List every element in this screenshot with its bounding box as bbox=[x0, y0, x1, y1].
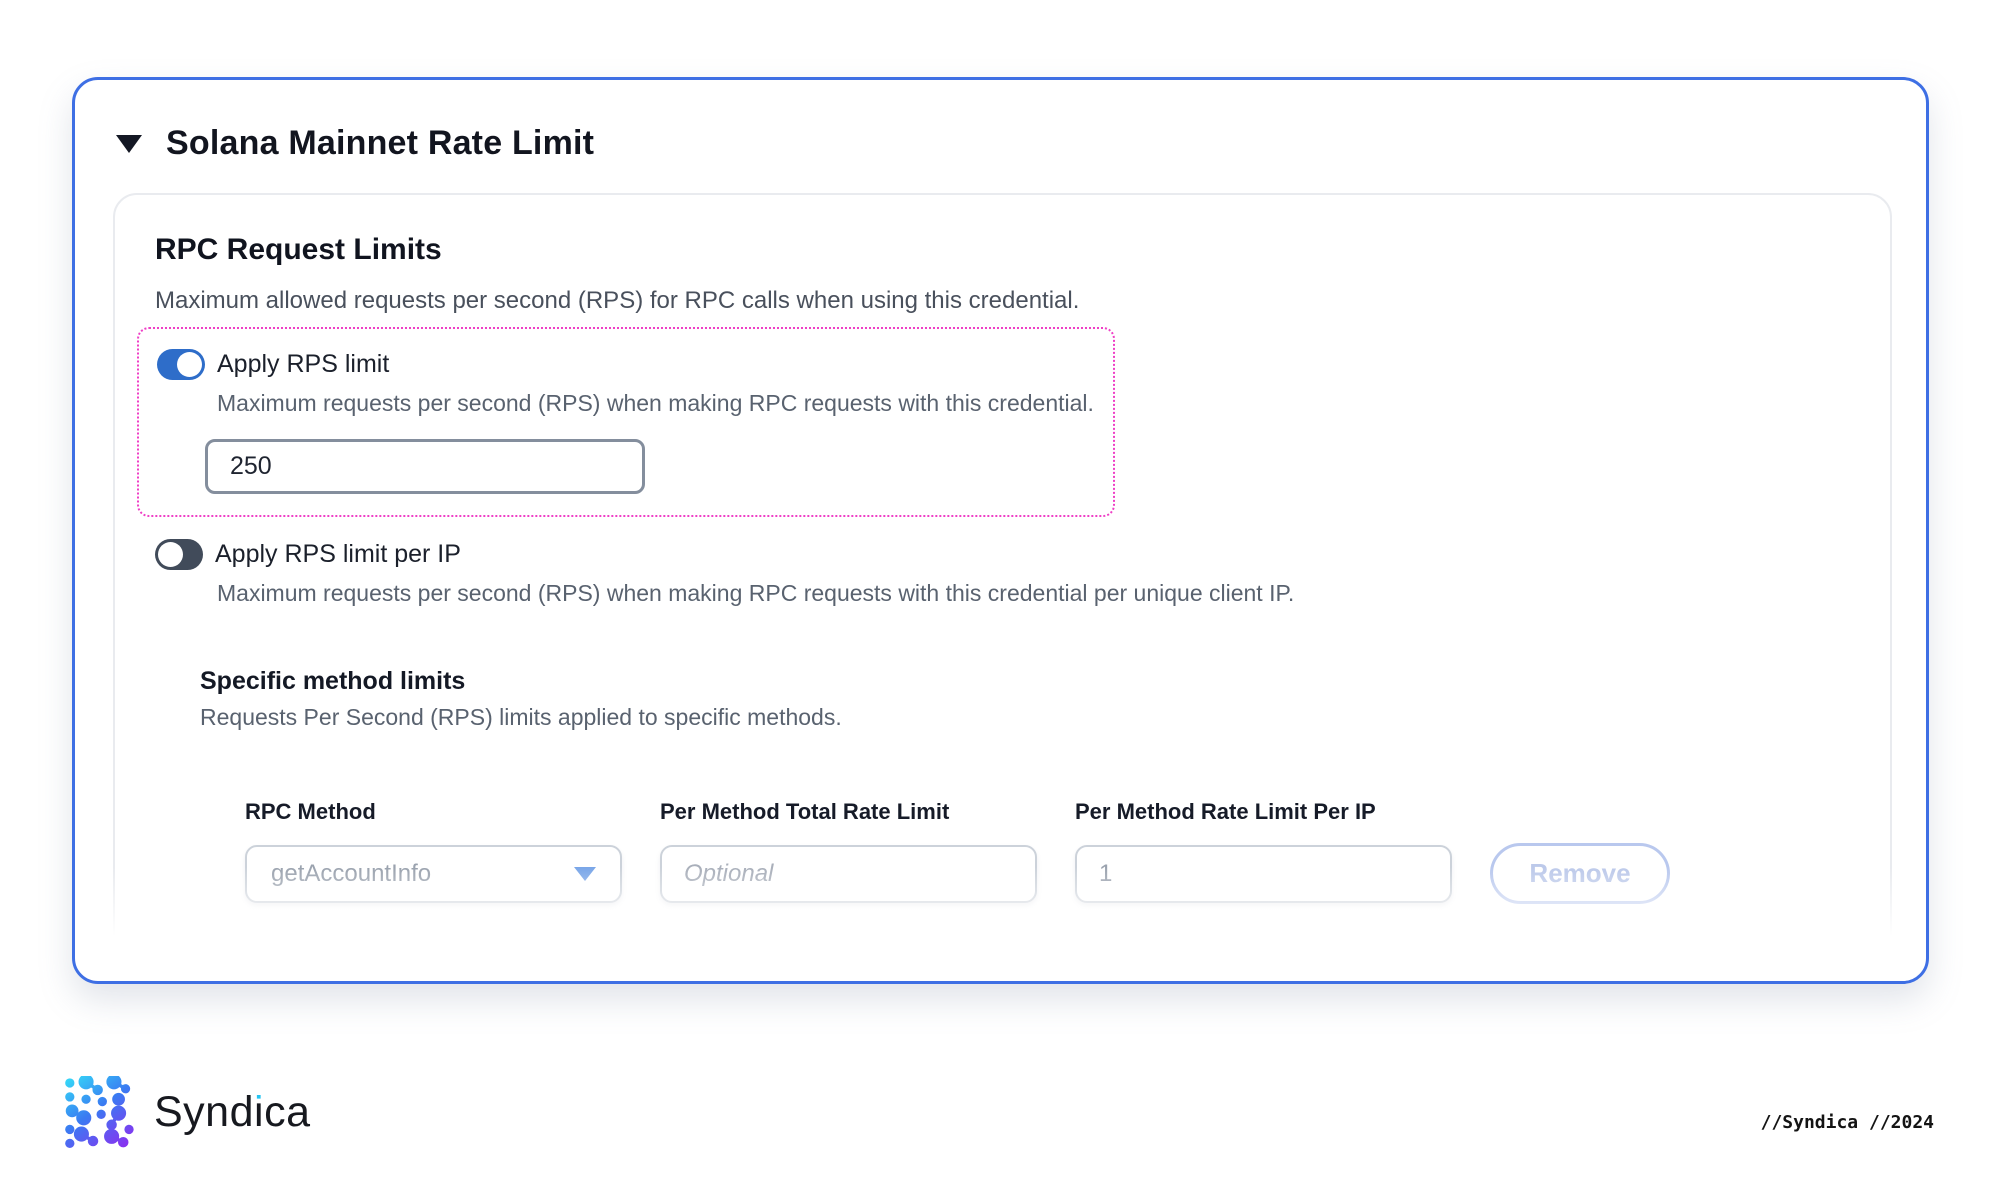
apply-rps-limit-row: Apply RPS limit bbox=[157, 349, 1113, 380]
card-header[interactable]: Solana Mainnet Rate Limit bbox=[75, 80, 1926, 163]
copyright-text: //Syndica //2024 bbox=[1760, 1112, 1934, 1133]
rpc-request-limits-panel: RPC Request Limits Maximum allowed reque… bbox=[111, 193, 1894, 963]
remove-button[interactable]: Remove bbox=[1490, 843, 1670, 904]
apply-rps-limit-per-ip-description: Maximum requests per second (RPS) when m… bbox=[217, 580, 1295, 606]
method-limit-row: getAccountInfo Remove bbox=[245, 843, 1850, 904]
brand-logo: Synd i ca bbox=[62, 1076, 311, 1148]
card-title: Solana Mainnet Rate Limit bbox=[166, 124, 595, 162]
apply-rps-limit-per-ip-section: Apply RPS limit per IP Maximum requests … bbox=[155, 539, 1850, 607]
column-rpc-method: RPC Method bbox=[245, 799, 376, 824]
rps-limit-highlight-box: Apply RPS limit Maximum requests per sec… bbox=[137, 327, 1115, 517]
apply-rps-limit-per-ip-row: Apply RPS limit per IP bbox=[155, 539, 1850, 570]
rate-limit-card: Solana Mainnet Rate Limit RPC Request Li… bbox=[72, 77, 1929, 984]
brand-text-i: i bbox=[254, 1087, 265, 1136]
rpc-method-selected-value: getAccountInfo bbox=[271, 859, 432, 887]
apply-rps-limit-per-ip-label: Apply RPS limit per IP bbox=[215, 540, 461, 568]
rps-limit-input[interactable] bbox=[205, 439, 645, 494]
column-total-rate-limit: Per Method Total Rate Limit bbox=[660, 799, 950, 824]
rate-limit-per-ip-input[interactable] bbox=[1075, 844, 1452, 903]
apply-rps-limit-per-ip-toggle[interactable] bbox=[155, 539, 203, 570]
column-rate-limit-per-ip: Per Method Rate Limit Per IP bbox=[1075, 799, 1376, 824]
apply-rps-limit-label: Apply RPS limit bbox=[217, 350, 390, 378]
panel-heading: RPC Request Limits bbox=[155, 233, 442, 266]
syndica-dots-logo-icon bbox=[65, 1076, 134, 1148]
triangle-down-icon bbox=[574, 866, 596, 881]
rpc-method-select[interactable]: getAccountInfo bbox=[245, 844, 622, 903]
specific-method-limits-description: Requests Per Second (RPS) limits applied… bbox=[200, 704, 842, 730]
apply-rps-limit-toggle[interactable] bbox=[157, 349, 205, 380]
brand-text-post: ca bbox=[264, 1087, 311, 1136]
brand-text-pre: Synd bbox=[154, 1087, 255, 1136]
method-limits-column-headers: RPC Method Per Method Total Rate Limit P… bbox=[245, 799, 1850, 825]
apply-rps-limit-description: Maximum requests per second (RPS) when m… bbox=[217, 390, 1094, 416]
triangle-down-icon[interactable] bbox=[116, 134, 142, 153]
toggle-knob bbox=[158, 542, 183, 567]
specific-method-limits-heading: Specific method limits bbox=[200, 667, 466, 695]
total-rate-limit-input[interactable] bbox=[660, 844, 1037, 903]
panel-description: Maximum allowed requests per second (RPS… bbox=[155, 287, 1080, 314]
toggle-knob bbox=[177, 352, 202, 377]
brand-wordmark: Synd i ca bbox=[154, 1088, 311, 1137]
